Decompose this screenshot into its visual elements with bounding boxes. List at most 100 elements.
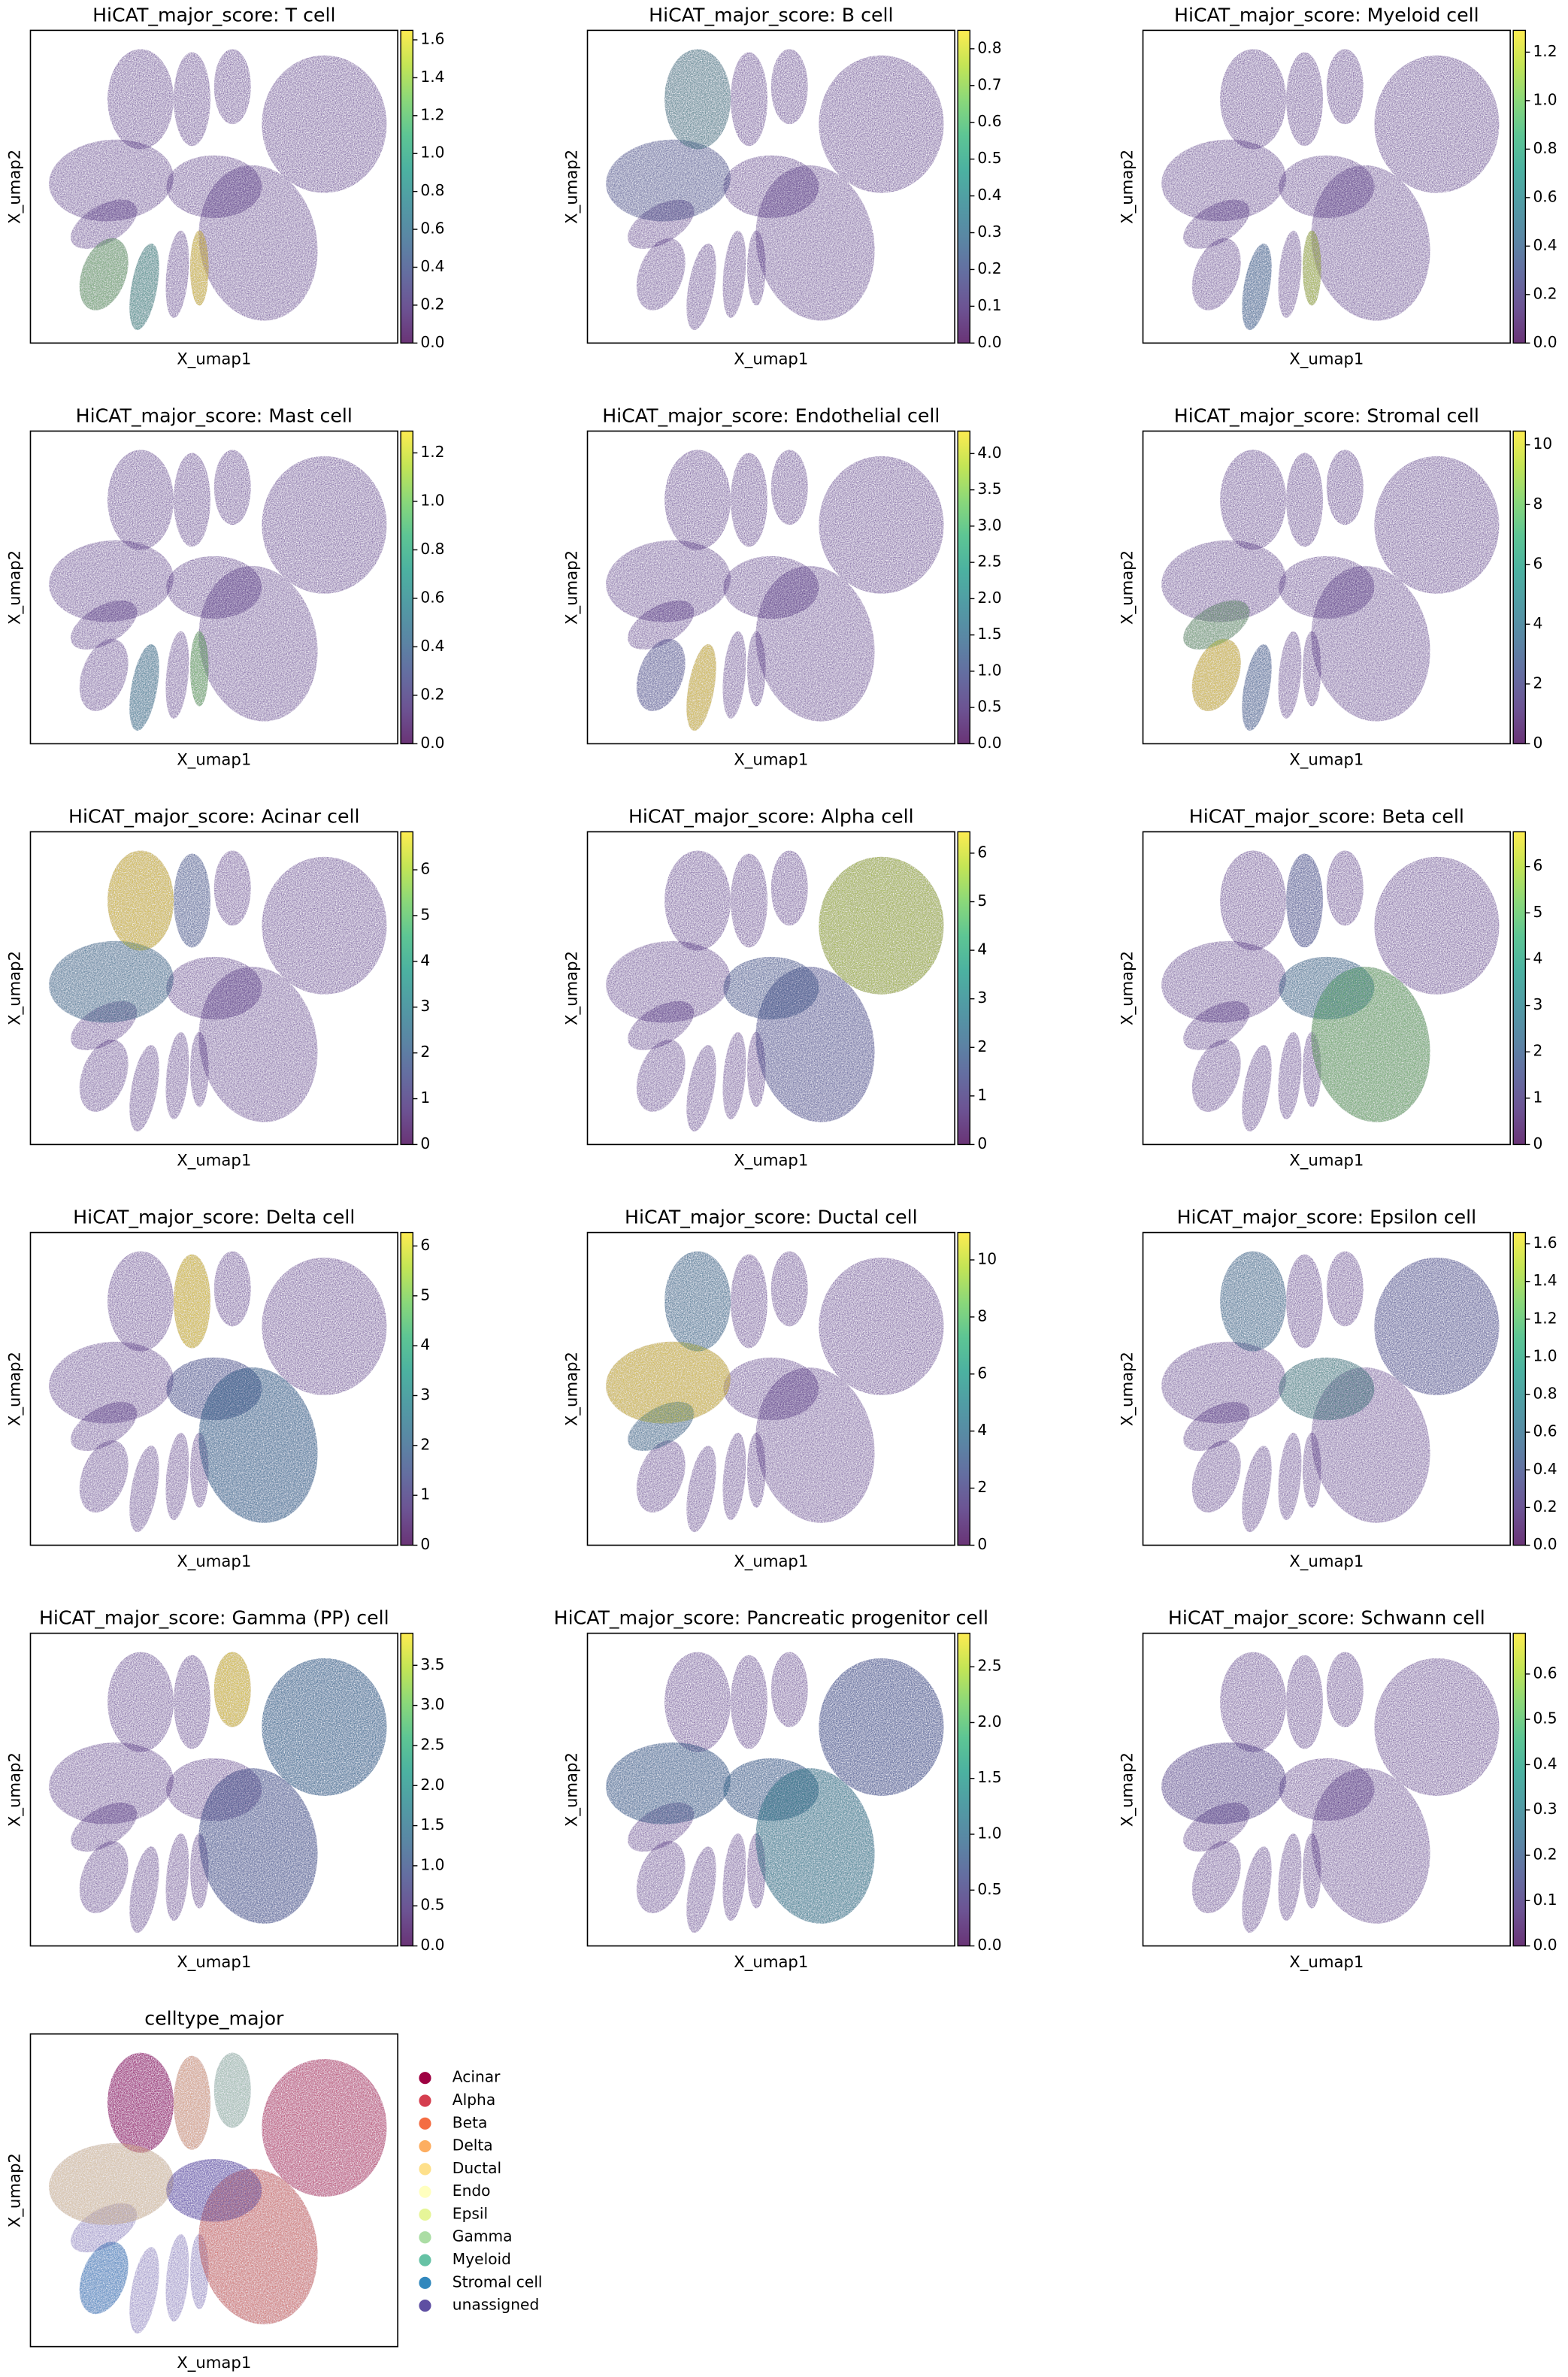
cell-cloud [1183,1401,1250,1452]
category-region [166,2159,262,2222]
colorbar-tick-label: 2 [977,1037,987,1055]
category-region [49,2142,174,2225]
cell-cloud [1374,55,1500,193]
colorbar-tick-label: 0.0 [420,1936,444,1954]
panel-title: HiCAT_major_score: Pancreatic progenitor… [554,1606,988,1628]
cell-cloud [213,49,251,125]
colorbar-tick-label: 0.4 [1533,236,1557,254]
cell-cloud [71,1802,138,1852]
panel-title: HiCAT_major_score: Myeloid cell [1174,4,1479,26]
axes-frame [1142,1231,1511,1546]
cell-cloud [722,631,746,719]
legend-marker [419,2254,431,2266]
colorbar-tick-label: 1.0 [1533,90,1557,108]
legend-label: Endo [453,2182,491,2200]
score-region [723,1758,819,1821]
colorbar-tick-label: 0.0 [977,1936,1001,1954]
cell-cloud [686,1446,716,1533]
colorbar-tick-label: 6 [1533,856,1542,874]
colorbar-tick-label: 3.0 [420,1695,444,1713]
cell-cloud [731,453,767,547]
colorbar-tick-label: 0.5 [420,1896,444,1914]
score-region [79,238,129,310]
cell-cloud [1242,1846,1272,1933]
colorbar-tick-label: 5 [977,892,987,910]
cell-cloud [722,1031,746,1119]
colorbar-tick-label: 0.0 [1533,1936,1557,1954]
cell-cloud [1303,1833,1321,1909]
x-axis-label: X_umap1 [734,1552,808,1570]
cell-cloud [664,850,731,951]
cell-cloud [1326,850,1364,926]
colorbar-tick-label: 5 [1533,903,1542,921]
colorbar-tick-label: 0.0 [1533,333,1557,351]
legend-marker [419,2208,431,2221]
cell-cloud [71,600,138,650]
colorbar-tick-label: 2 [1533,1042,1542,1060]
cell-cloud [165,1833,189,1921]
colorbar [957,29,971,344]
x-axis-label: X_umap1 [177,1952,251,1971]
colorbar-tick-label: 1.2 [420,443,444,461]
colorbar-tick-label: 1.5 [977,625,1001,643]
score-region [636,638,686,711]
x-axis-label: X_umap1 [177,1151,251,1170]
cell-cloud [1286,453,1323,547]
cell-cloud [1161,540,1286,622]
colorbar-tick-label: 1.0 [977,661,1001,679]
score-region [190,230,209,306]
score-region [129,644,159,731]
axes-frame [29,2033,398,2348]
axes-frame [1142,1632,1511,1947]
colorbar-tick-label: 3 [420,1385,430,1403]
axes-frame [29,29,398,344]
colorbar-tick-label: 1.5 [977,1768,1001,1786]
colorbar-tick-label: 0.6 [420,588,444,606]
panel: HiCAT_major_score: Endothelial cell X_uma… [562,404,1001,768]
cell-cloud [1242,1446,1272,1533]
colorbar-tick-label: 0.5 [977,698,1001,716]
colorbar-tick-label: 0.8 [420,540,444,558]
plot-area [606,1652,944,1933]
colorbar-tick-label: 1.6 [420,29,444,47]
panel: HiCAT_major_score: Beta cell X_umap1 X_uma… [1117,805,1542,1169]
cell-cloud [1191,1039,1241,1112]
colorbar-tick-label: 0.6 [1533,1664,1557,1682]
cell-cloud [1286,1655,1323,1749]
cell-cloud [628,600,695,650]
cell-cloud [262,456,387,594]
legend-label: Stromal cell [453,2273,543,2291]
colorbar-tick-label: 0 [1533,734,1542,752]
panel: HiCAT_major_score: Ductal cell X_umap1 X_u… [562,1206,997,1570]
colorbar-tick-label: 6 [420,1236,430,1254]
x-axis-label: X_umap1 [177,350,251,368]
colorbar-tick-label: 6 [977,843,987,861]
colorbar-tick-label: 6 [1533,554,1542,572]
x-axis-label: X_umap1 [1289,1151,1364,1170]
panel-title: HiCAT_major_score: Delta cell [73,1206,355,1228]
colorbar-tick-label: 0.0 [977,734,1001,752]
colorbar-tick-label: 1.4 [420,68,444,86]
colorbar-tick-label: 0.2 [420,295,444,313]
cell-cloud [213,1251,251,1327]
cell-cloud [1220,1652,1287,1752]
cell-cloud [262,856,387,995]
score-region [49,940,174,1023]
colorbar-tick-label: 6 [977,1364,987,1382]
legend-label: Beta [453,2113,488,2131]
plot-area [1161,450,1500,731]
colorbar-tick-label: 0.5 [977,1880,1001,1898]
colorbar-tick-label: 0.0 [977,333,1001,351]
cell-cloud [107,49,174,150]
colorbar-tick-label: 3.5 [420,1655,444,1673]
axes-frame [586,831,955,1146]
cell-cloud [731,1655,767,1749]
category-region [213,2052,251,2128]
cell-cloud [79,1440,129,1512]
colorbar-tick-label: 0.6 [1533,1422,1557,1440]
panel-title: celltype_major [144,2008,284,2030]
plot-area [1161,1652,1500,1933]
score-region [129,244,159,330]
x-axis-label: X_umap1 [1289,1952,1364,1971]
y-axis-label: X_umap2 [5,150,23,224]
